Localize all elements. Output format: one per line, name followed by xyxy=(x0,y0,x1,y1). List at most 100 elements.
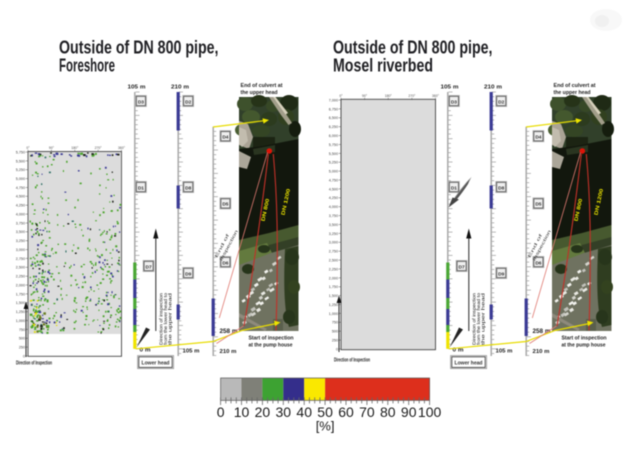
svg-text:from the lower head to: from the lower head to xyxy=(476,292,481,345)
svg-text:6,500: 6,500 xyxy=(329,116,338,120)
svg-text:D9: D9 xyxy=(185,271,191,277)
svg-text:5,500: 5,500 xyxy=(329,152,338,156)
svg-text:2,000: 2,000 xyxy=(16,283,25,287)
svg-text:500: 500 xyxy=(332,330,338,334)
svg-text:D6: D6 xyxy=(535,260,541,266)
svg-text:D1: D1 xyxy=(138,185,144,191)
svg-text:0 m: 0 m xyxy=(453,348,465,354)
svg-text:Direction of Inspection: Direction of Inspection xyxy=(334,358,370,364)
svg-text:D3: D3 xyxy=(138,99,144,105)
svg-text:1,250: 1,250 xyxy=(16,310,25,314)
svg-text:6,000: 6,000 xyxy=(329,134,338,138)
svg-text:2,750: 2,750 xyxy=(16,257,25,261)
svg-text:DN 1200: DN 1200 xyxy=(594,188,606,216)
svg-text:30: 30 xyxy=(276,404,292,420)
svg-text:0: 0 xyxy=(336,347,338,351)
svg-text:105 m: 105 m xyxy=(183,349,201,355)
svg-text:Direction of inspection: Direction of inspection xyxy=(159,292,164,345)
svg-text:1,500: 1,500 xyxy=(16,301,25,305)
svg-text:210 m: 210 m xyxy=(484,85,503,91)
svg-text:at the pump house: at the pump house xyxy=(249,343,293,349)
svg-text:D2: D2 xyxy=(185,99,191,105)
svg-text:4,750: 4,750 xyxy=(329,178,338,182)
svg-text:4,000: 4,000 xyxy=(16,213,25,217)
svg-text:2,250: 2,250 xyxy=(16,275,25,279)
svg-text:1,750: 1,750 xyxy=(16,292,25,296)
svg-text:D7: D7 xyxy=(459,264,465,270)
svg-text:D3: D3 xyxy=(451,99,457,105)
svg-text:Direction of Inspection: Direction of Inspection xyxy=(16,361,52,367)
svg-text:Lower head: Lower head xyxy=(142,360,170,366)
svg-text:60: 60 xyxy=(338,404,354,420)
svg-text:210 m: 210 m xyxy=(220,349,238,355)
svg-text:D6: D6 xyxy=(222,260,228,266)
svg-text:3,000: 3,000 xyxy=(329,241,338,245)
svg-text:4,750: 4,750 xyxy=(16,186,25,190)
svg-text:90°: 90° xyxy=(49,146,55,150)
svg-text:End of culvert at: End of culvert at xyxy=(554,83,596,89)
svg-text:180°: 180° xyxy=(385,94,393,98)
svg-text:750: 750 xyxy=(19,328,25,332)
svg-text:the upper head: the upper head xyxy=(241,90,278,96)
svg-text:D5: D5 xyxy=(535,202,541,208)
svg-text:the upper head: the upper head xyxy=(554,90,591,96)
svg-text:Start of inspection: Start of inspection xyxy=(562,336,607,342)
svg-text:Start of inspection: Start of inspection xyxy=(249,336,294,342)
svg-text:4,500: 4,500 xyxy=(329,187,338,191)
svg-text:D5: D5 xyxy=(222,202,228,208)
svg-text:0°: 0° xyxy=(339,94,343,98)
svg-text:at the pump house: at the pump house xyxy=(562,343,606,349)
svg-text:from the lower head to: from the lower head to xyxy=(163,292,168,345)
svg-text:90: 90 xyxy=(401,404,417,420)
svg-text:Outside of DN 800 pipe,: Outside of DN 800 pipe, xyxy=(59,38,219,58)
svg-text:D4: D4 xyxy=(222,135,228,141)
svg-text:0: 0 xyxy=(23,354,25,358)
svg-text:90°: 90° xyxy=(362,94,368,98)
svg-text:250: 250 xyxy=(19,346,25,350)
svg-text:4,500: 4,500 xyxy=(16,195,25,199)
svg-text:10: 10 xyxy=(234,404,250,420)
svg-text:End of culvert at: End of culvert at xyxy=(241,83,283,89)
svg-text:D8: D8 xyxy=(185,185,191,191)
svg-text:360°: 360° xyxy=(118,146,126,150)
svg-text:5,250: 5,250 xyxy=(329,161,338,165)
svg-text:5,750: 5,750 xyxy=(16,150,25,154)
svg-text:2,500: 2,500 xyxy=(329,259,338,263)
svg-text:D7: D7 xyxy=(146,264,152,270)
svg-text:1,250: 1,250 xyxy=(329,303,338,307)
svg-text:1,750: 1,750 xyxy=(329,285,338,289)
svg-text:1,000: 1,000 xyxy=(329,312,338,316)
svg-text:20: 20 xyxy=(255,404,271,420)
svg-text:360°: 360° xyxy=(432,94,440,98)
svg-text:5,000: 5,000 xyxy=(329,170,338,174)
svg-text:Foreshore: Foreshore xyxy=(59,56,115,76)
svg-text:270°: 270° xyxy=(95,146,103,150)
svg-text:3,500: 3,500 xyxy=(329,223,338,227)
svg-text:the upper head: the upper head xyxy=(481,292,486,345)
svg-text:258 m: 258 m xyxy=(533,328,552,335)
svg-text:1,000: 1,000 xyxy=(16,319,25,323)
svg-text:210 m: 210 m xyxy=(533,349,551,355)
svg-text:2,500: 2,500 xyxy=(16,266,25,270)
svg-text:80: 80 xyxy=(380,404,396,420)
svg-text:Direction of inspection: Direction of inspection xyxy=(472,292,477,345)
svg-text:5,750: 5,750 xyxy=(329,143,338,147)
svg-text:105 m: 105 m xyxy=(128,85,147,91)
svg-text:D4: D4 xyxy=(535,135,541,141)
svg-text:0°: 0° xyxy=(26,146,30,150)
svg-text:4,250: 4,250 xyxy=(16,204,25,208)
svg-text:3,500: 3,500 xyxy=(16,230,25,234)
svg-text:4,000: 4,000 xyxy=(329,205,338,209)
svg-text:the upper head: the upper head xyxy=(168,292,173,345)
svg-text:258 m: 258 m xyxy=(220,328,239,335)
svg-text:180°: 180° xyxy=(71,146,79,150)
svg-text:7,000: 7,000 xyxy=(329,98,338,102)
svg-text:3,750: 3,750 xyxy=(329,214,338,218)
svg-text:105 m: 105 m xyxy=(496,349,514,355)
svg-text:Mosel riverbed: Mosel riverbed xyxy=(333,56,433,76)
svg-text:0: 0 xyxy=(217,404,225,420)
svg-text:[%]: [%] xyxy=(316,419,335,434)
svg-text:2,250: 2,250 xyxy=(329,267,338,271)
svg-text:0 m: 0 m xyxy=(140,348,152,354)
svg-text:270°: 270° xyxy=(408,94,416,98)
